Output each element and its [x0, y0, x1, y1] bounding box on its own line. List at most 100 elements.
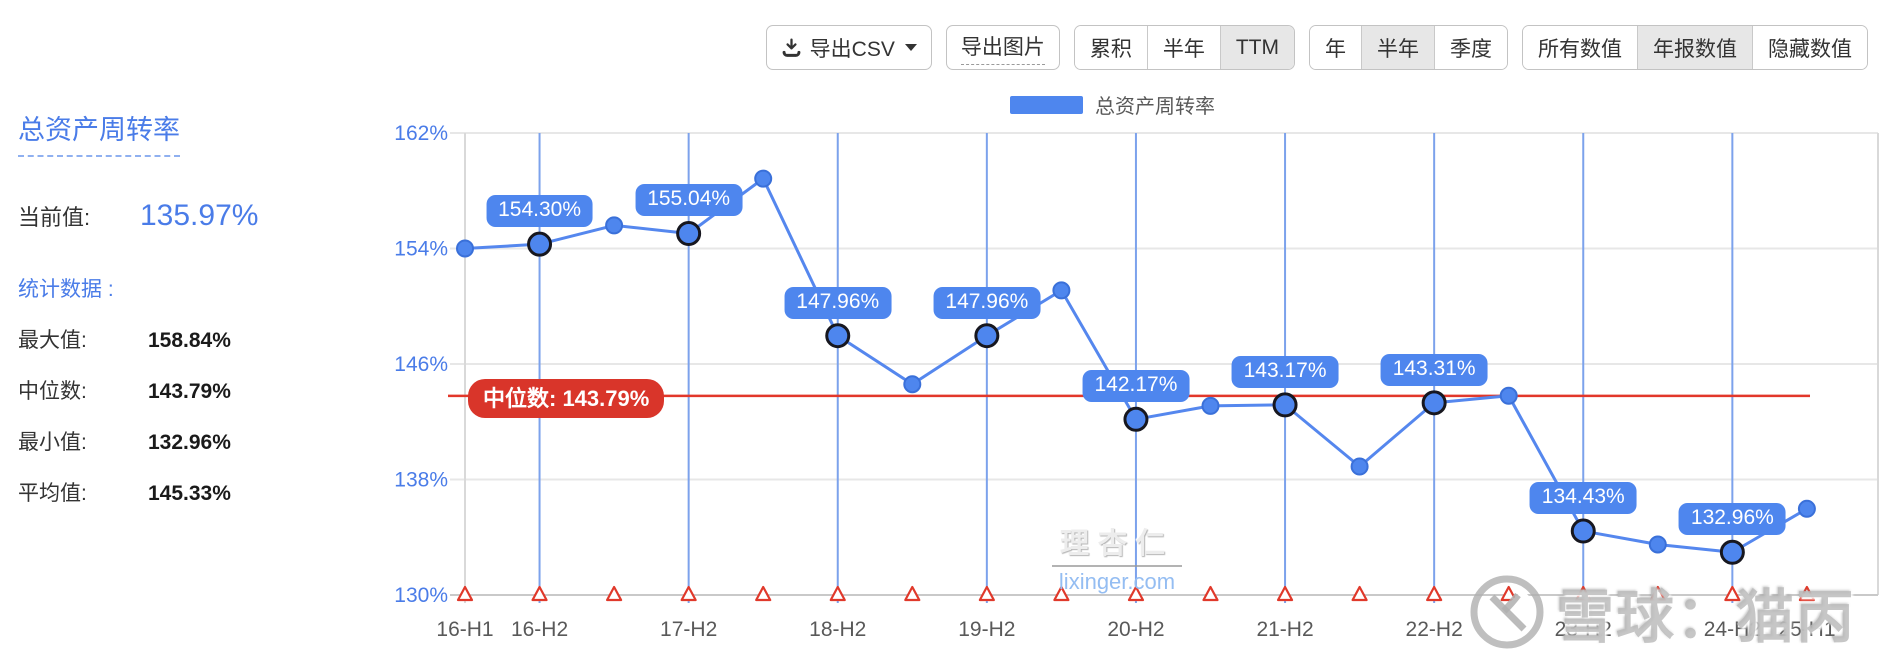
- point-label-19-H2: 147.96%: [933, 286, 1041, 319]
- lixinger-watermark-domain: lixinger.com: [1058, 569, 1176, 594]
- toggle-option-年[interactable]: 年: [1310, 26, 1361, 69]
- stat-value: 158.84%: [148, 329, 231, 352]
- x-axis-tick-label: 16-H1: [436, 618, 493, 641]
- point-label-22-H2: 143.31%: [1380, 353, 1488, 386]
- caret-down-icon: [904, 44, 917, 51]
- period-marker-24-H1: [1649, 585, 1666, 602]
- y-axis-tick-label: 146%: [394, 353, 448, 376]
- toolbar: 导出CSV 导出图片 累积 半年 TTM 年半年 季度 所有数值 年报数值 隐藏数值: [765, 25, 1868, 70]
- toggle-option-TTM[interactable]: TTM: [1219, 26, 1294, 69]
- data-point-21-H1[interactable]: [1201, 396, 1220, 415]
- stat-label: 中位数:: [18, 380, 87, 403]
- period-marker-20-H2: [1127, 585, 1145, 602]
- toggle-option-季度[interactable]: 季度: [1434, 26, 1507, 69]
- x-axis-tick-label: 16-H2: [511, 618, 568, 641]
- toggle-option-年报数值[interactable]: 年报数值: [1637, 26, 1752, 69]
- period-marker-17-H1: [606, 585, 623, 602]
- lixinger-watermark-divider: [1052, 565, 1182, 567]
- period-marker-24-H2: [1724, 585, 1741, 602]
- legend-color-swatch: [1010, 95, 1083, 114]
- stat-label: 平均值:: [18, 482, 87, 505]
- xueqiu-watermark-text: 雪球：猫丙: [1556, 585, 1857, 650]
- toggle-option-半年[interactable]: 半年: [1361, 26, 1434, 69]
- stat-value: 145.33%: [148, 482, 231, 505]
- x-axis-tick-label: 20-H2: [1107, 618, 1164, 641]
- point-label-24-H2: 132.96%: [1678, 503, 1786, 536]
- data-point-25-H1[interactable]: [1797, 499, 1816, 518]
- x-axis-tick-label: 21-H2: [1256, 618, 1313, 641]
- stat-value: 132.96%: [148, 431, 231, 454]
- lixinger-watermark: 理杏仁 lixinger.com: [1052, 520, 1182, 595]
- period-marker-25-H1: [1798, 585, 1815, 602]
- export-image-button[interactable]: 导出图片: [945, 25, 1060, 70]
- data-point-16-H2[interactable]: [527, 231, 553, 257]
- toggle-option-半年[interactable]: 半年: [1146, 26, 1220, 69]
- download-icon: [782, 38, 801, 57]
- data-point-20-H2[interactable]: [1123, 406, 1149, 432]
- export-csv-button[interactable]: 导出CSV: [765, 25, 932, 70]
- toggle-group-accumulation-mode: 累积 半年 TTM: [1073, 25, 1295, 70]
- y-axis-tick-label: 138%: [394, 469, 448, 492]
- period-marker-17-H2: [680, 585, 697, 602]
- legend-label: 总资产周转率: [1095, 96, 1215, 118]
- current-value: 135.97%: [140, 199, 259, 232]
- period-marker-21-H1: [1202, 585, 1219, 602]
- lixinger-watermark-name: 理杏仁: [1059, 528, 1174, 560]
- period-marker-20-H1: [1053, 585, 1070, 602]
- data-point-18-H2[interactable]: [825, 323, 851, 349]
- data-point-19-H2[interactable]: [974, 323, 1000, 349]
- data-point-17-H1[interactable]: [605, 216, 624, 235]
- stat-row: 中位数: 143.79%: [18, 375, 318, 405]
- period-marker-19-H1: [904, 585, 921, 602]
- period-marker-21-H2: [1276, 585, 1294, 602]
- period-marker-18-H1: [755, 585, 772, 602]
- point-label-20-H2: 142.17%: [1082, 370, 1190, 403]
- y-axis-tick-label: 162%: [394, 122, 448, 145]
- period-marker-23-H2: [1575, 585, 1592, 602]
- stat-label: 最小值:: [18, 431, 87, 454]
- stat-row: 最小值: 132.96%: [18, 426, 318, 456]
- data-point-23-H2[interactable]: [1570, 518, 1596, 544]
- data-point-24-H1[interactable]: [1648, 535, 1667, 554]
- toggle-option-累积[interactable]: 累积: [1074, 26, 1147, 69]
- period-marker-18-H2: [829, 585, 846, 602]
- data-point-22-H1[interactable]: [1350, 457, 1369, 476]
- metric-title-link[interactable]: 总资产周转率: [18, 108, 180, 157]
- toggle-groups: 累积 半年 TTM 年半年 季度 所有数值 年报数值 隐藏数值: [1073, 25, 1868, 70]
- stats-list: 最大值: 158.84% 中位数: 143.79% 最小值: 132.96% 平均值: 145…: [18, 324, 318, 507]
- data-point-22-H2[interactable]: [1421, 390, 1447, 416]
- data-point-23-H1[interactable]: [1499, 386, 1518, 405]
- toggle-option-隐藏数值[interactable]: 隐藏数值: [1752, 26, 1867, 69]
- x-axis-tick-label: 19-H2: [958, 618, 1015, 641]
- data-point-17-H2[interactable]: [676, 220, 702, 246]
- current-value-row: 当前值: 135.97%: [18, 199, 318, 233]
- point-label-21-H2: 143.17%: [1231, 355, 1339, 388]
- toggle-group-value-display: 所有数值 年报数值 隐藏数值: [1522, 25, 1868, 70]
- period-marker-19-H2: [978, 585, 995, 602]
- current-value-label: 当前值:: [18, 205, 91, 230]
- stat-row: 最大值: 158.84%: [18, 324, 318, 354]
- point-label-16-H2: 154.30%: [486, 195, 593, 228]
- point-label-23-H2: 134.43%: [1529, 482, 1637, 515]
- toggle-option-所有数值[interactable]: 所有数值: [1523, 26, 1637, 69]
- period-marker-16-H2: [531, 585, 548, 602]
- data-point-18-H1[interactable]: [754, 169, 773, 188]
- stat-value: 143.79%: [148, 380, 231, 403]
- y-axis-tick-label: 130%: [394, 584, 448, 607]
- xueqiu-watermark: 雪球：猫丙: [1468, 570, 1856, 654]
- x-axis-tick-label: 18-H2: [809, 618, 866, 641]
- point-label-17-H2: 155.04%: [635, 184, 743, 217]
- data-point-19-H1[interactable]: [903, 375, 922, 394]
- data-point-21-H2[interactable]: [1272, 392, 1298, 418]
- y-axis-tick-label: 154%: [394, 238, 448, 261]
- data-point-24-H2[interactable]: [1719, 539, 1745, 565]
- data-point-16-H1[interactable]: [456, 239, 474, 258]
- stats-header: 统计数据 :: [18, 278, 114, 301]
- legend-item[interactable]: 总资产周转率: [1010, 90, 1215, 119]
- data-point-20-H1[interactable]: [1052, 281, 1071, 300]
- export-csv-label: 导出CSV: [809, 37, 895, 61]
- period-marker-22-H1: [1351, 585, 1368, 602]
- x-axis-tick-label: 25-H1: [1778, 618, 1835, 641]
